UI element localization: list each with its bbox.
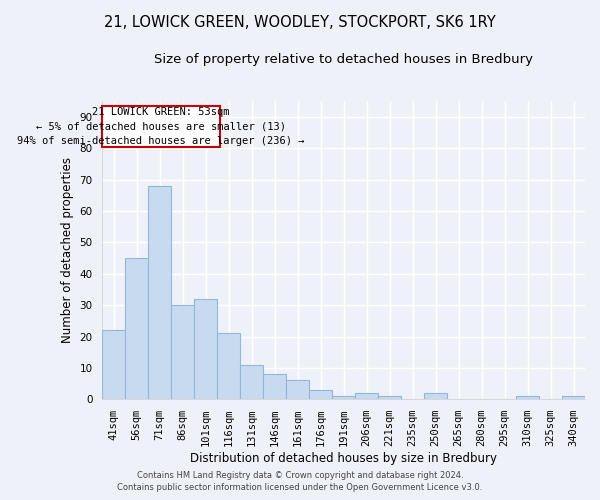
Bar [194,299,217,399]
Text: 21, LOWICK GREEN, WOODLEY, STOCKPORT, SK6 1RY: 21, LOWICK GREEN, WOODLEY, STOCKPORT, SK… [104,15,496,30]
Bar [125,258,148,399]
Y-axis label: Number of detached properties: Number of detached properties [61,158,74,344]
Text: 21 LOWICK GREEN: 53sqm
← 5% of detached houses are smaller (13)
94% of semi-deta: 21 LOWICK GREEN: 53sqm ← 5% of detached … [17,107,305,146]
Bar [240,364,263,399]
Bar [286,380,309,399]
Bar [516,396,539,399]
Bar [355,393,378,399]
Bar [263,374,286,399]
Bar [424,393,447,399]
Bar [217,334,240,399]
Bar [378,396,401,399]
Bar [332,396,355,399]
Text: Contains HM Land Registry data © Crown copyright and database right 2024.
Contai: Contains HM Land Registry data © Crown c… [118,471,482,492]
Bar [562,396,585,399]
Bar [309,390,332,399]
Bar [148,186,171,399]
X-axis label: Distribution of detached houses by size in Bredbury: Distribution of detached houses by size … [190,452,497,465]
Bar [171,305,194,399]
Bar [102,330,125,399]
Title: Size of property relative to detached houses in Bredbury: Size of property relative to detached ho… [154,52,533,66]
FancyBboxPatch shape [102,106,220,147]
